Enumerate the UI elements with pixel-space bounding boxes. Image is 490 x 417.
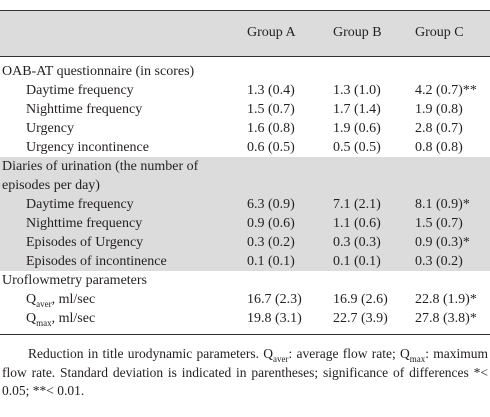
cell-group-c: 1.9 (0.8) — [415, 102, 463, 117]
table-header: Group A Group B Group C — [0, 10, 490, 57]
footnote-part: : average flow rate; Q — [288, 346, 410, 361]
cell-group-a: 0.6 (0.5) — [247, 140, 295, 155]
cell-group-c: 2.8 (0.7) — [415, 121, 463, 136]
cell-group-a: 0.3 (0.2) — [247, 235, 295, 250]
row-label: Urgency incontinence — [26, 140, 149, 155]
section-title-row: Diaries of urination (the number of — [0, 157, 490, 176]
cell-group-b: 1.1 (0.6) — [333, 216, 381, 231]
section-title-row: Uroflowmetry parameters — [0, 271, 490, 290]
cell-group-a: 1.5 (0.7) — [247, 102, 295, 117]
section-title: OAB-AT questionnaire (in scores) — [2, 64, 195, 79]
cell-group-b: 22.7 (3.9) — [333, 311, 388, 326]
section-title-row: episodes per day) — [0, 176, 490, 195]
footnote-subscript: aver — [273, 354, 289, 364]
cell-group-c: 22.8 (1.9)* — [415, 292, 477, 307]
table-row: Urgency 1.6 (0.8) 1.9 (0.6) 2.8 (0.7) — [0, 119, 490, 138]
q-symbol: Q — [26, 311, 37, 326]
cell-group-c: 0.3 (0.2) — [415, 254, 463, 269]
row-label: Daytime frequency — [26, 83, 134, 98]
row-label: Episodes of Urgency — [26, 235, 144, 250]
cell-group-c: 8.1 (0.9)* — [415, 197, 470, 212]
cell-group-b: 1.7 (1.4) — [333, 102, 381, 117]
cell-group-c: 4.2 (0.7)** — [415, 83, 477, 98]
section-title-line-2: episodes per day) — [2, 178, 100, 193]
cell-group-b: 7.1 (2.1) — [333, 197, 381, 212]
row-label: Episodes of incontinence — [26, 254, 167, 269]
cell-group-c: 0.9 (0.3)* — [415, 235, 470, 250]
table-row: Nighttime frequency 1.5 (0.7) 1.7 (1.4) … — [0, 100, 490, 119]
table-row: Daytime frequency 6.3 (0.9) 7.1 (2.1) 8.… — [0, 195, 490, 214]
table-row: Qaver, ml/sec 16.7 (2.3) 16.9 (2.6) 22.8… — [0, 290, 490, 309]
q-subscript: max — [36, 318, 52, 328]
row-label: Qmax, ml/sec — [26, 309, 95, 329]
cell-group-a: 16.7 (2.3) — [247, 292, 302, 307]
cell-group-b: 1.3 (1.0) — [333, 83, 381, 98]
q-subscript: aver — [36, 299, 52, 309]
cell-group-c: 27.8 (3.8)* — [415, 311, 477, 326]
results-table: Group A Group B Group C OAB-AT questionn… — [0, 10, 490, 335]
q-unit: , ml/sec — [51, 311, 96, 326]
section-title-line-1: Diaries of urination (the number of — [2, 159, 199, 174]
row-label: Nighttime frequency — [26, 102, 143, 117]
cell-group-b: 1.9 (0.6) — [333, 121, 381, 136]
table-row: Qmax, ml/sec 19.8 (3.1) 22.7 (3.9) 27.8 … — [0, 309, 490, 328]
column-header-group-b: Group B — [333, 25, 382, 40]
footnote-part: : maximum flow rate. Standard deviation … — [2, 346, 488, 398]
cell-group-a: 1.6 (0.8) — [247, 121, 295, 136]
column-header-group-a: Group A — [247, 25, 296, 40]
table-row: Episodes of Urgency 0.3 (0.2) 0.3 (0.3) … — [0, 233, 490, 252]
cell-group-a: 1.3 (0.4) — [247, 83, 295, 98]
q-symbol: Q — [26, 292, 37, 307]
cell-group-a: 19.8 (3.1) — [247, 311, 302, 326]
q-unit: , ml/sec — [51, 292, 96, 307]
cell-group-b: 0.5 (0.5) — [333, 140, 381, 155]
cell-group-a: 6.3 (0.9) — [247, 197, 295, 212]
footnote-text: Reduction in title urodynamic parameters… — [2, 345, 488, 400]
cell-group-b: 0.1 (0.1) — [333, 254, 381, 269]
cell-group-b: 0.3 (0.3) — [333, 235, 381, 250]
table-row: Urgency incontinence 0.6 (0.5) 0.5 (0.5)… — [0, 138, 490, 157]
table-row: Nighttime frequency 0.9 (0.6) 1.1 (0.6) … — [0, 214, 490, 233]
footnote-subscript: max — [409, 354, 426, 364]
cell-group-b: 16.9 (2.6) — [333, 292, 388, 307]
cell-group-c: 0.8 (0.8) — [415, 140, 463, 155]
row-label: Qaver, ml/sec — [26, 290, 95, 310]
section-uroflowmetry: Uroflowmetry parameters Qaver, ml/sec 16… — [0, 271, 490, 335]
table-row: Daytime frequency 1.3 (0.4) 1.3 (1.0) 4.… — [0, 81, 490, 100]
section-title: Uroflowmetry parameters — [2, 273, 147, 288]
row-label: Nighttime frequency — [26, 216, 143, 231]
table-footnote: Reduction in title urodynamic parameters… — [2, 345, 488, 400]
row-label: Urgency — [26, 121, 74, 136]
footnote-part: Reduction in title urodynamic parameters… — [28, 346, 274, 361]
cell-group-a: 0.9 (0.6) — [247, 216, 295, 231]
section-oab-at: OAB-AT questionnaire (in scores) Daytime… — [0, 57, 490, 157]
table-row: Episodes of incontinence 0.1 (0.1) 0.1 (… — [0, 252, 490, 271]
section-diaries: Diaries of urination (the number of epis… — [0, 157, 490, 271]
section-title-row: OAB-AT questionnaire (in scores) — [0, 62, 490, 81]
column-header-group-c: Group C — [415, 25, 464, 40]
row-label: Daytime frequency — [26, 197, 134, 212]
cell-group-c: 1.5 (0.7) — [415, 216, 463, 231]
cell-group-a: 0.1 (0.1) — [247, 254, 295, 269]
